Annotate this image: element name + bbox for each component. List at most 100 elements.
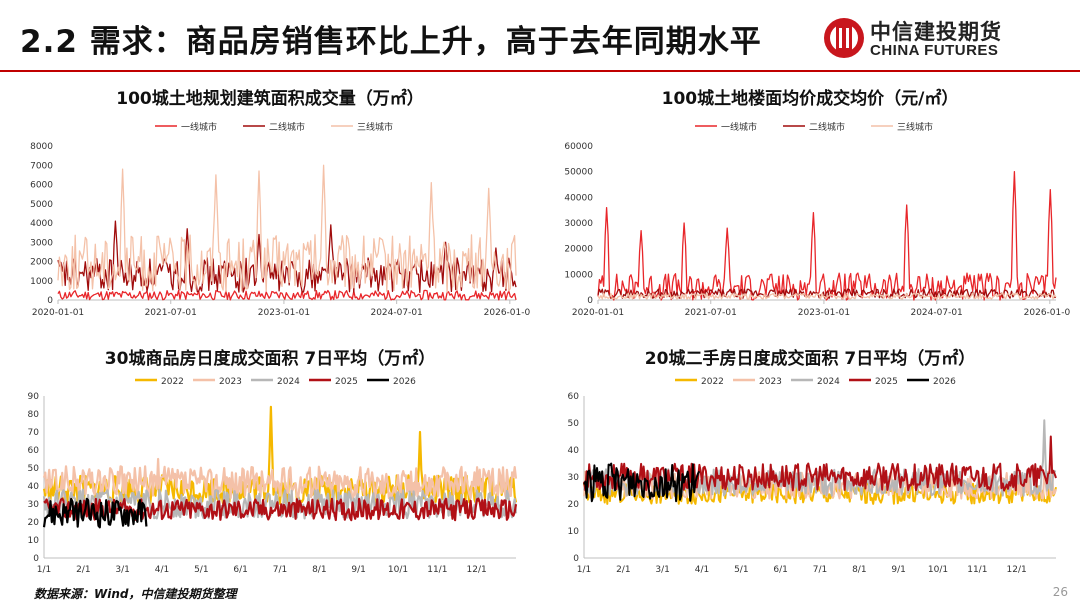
series-line-三线城市 (597, 292, 1057, 300)
x-tick-label: 3/1 (115, 565, 129, 575)
plot-area (597, 171, 1057, 301)
y-tick-label: 4000 (30, 219, 53, 229)
x-tick-label: 4/1 (695, 565, 709, 575)
series-line-一线城市 (597, 171, 1057, 301)
y-tick-label: 40 (568, 446, 580, 456)
series-line-二线城市 (597, 288, 1057, 299)
plot-area (583, 419, 1057, 505)
data-source-note: 数据来源：Wind，中信建投期货整理 (34, 587, 237, 601)
x-tick-label: 1/1 (577, 565, 591, 575)
logo-text-en: CHINA FUTURES (870, 42, 999, 59)
x-tick-label: 5/1 (734, 565, 748, 575)
x-tick-label: 2020-01-01 (572, 308, 624, 318)
series-line-2023 (42, 457, 518, 500)
series-line-2026 (42, 497, 148, 529)
x-tick-label: 6/1 (233, 565, 247, 575)
x-tick-label: 2024-07-01 (910, 308, 962, 318)
x-tick-label: 2026-01-01 (484, 308, 530, 318)
x-tick-label: 8/1 (312, 565, 326, 575)
x-tick-label: 2023-01-01 (798, 308, 850, 318)
x-tick-label: 2/1 (616, 565, 630, 575)
x-tick-label: 10/1 (388, 565, 408, 575)
y-tick-label: 20000 (564, 245, 593, 255)
y-tick-label: 50000 (564, 168, 593, 178)
y-tick-label: 30000 (564, 219, 593, 229)
y-tick-label: 10 (28, 536, 40, 546)
x-tick-label: 5/1 (194, 565, 208, 575)
legend-label-2024: 2024 (277, 377, 300, 387)
plot-area (42, 405, 518, 529)
legend: 一线城市 二线城市 三线城市 (695, 121, 933, 133)
legend-label-2023: 2023 (759, 377, 782, 387)
x-tick-label: 9/1 (351, 565, 365, 575)
chart1-title: 100城土地规划建筑面积成交量（万㎡） (116, 89, 424, 109)
x-tick-label: 2026-01-01 (1024, 308, 1070, 318)
y-tick-label: 30 (28, 500, 40, 510)
plot-area (57, 164, 517, 301)
header-divider (0, 70, 1080, 72)
x-tick-label: 1/1 (37, 565, 51, 575)
chart4-title: 20城二手房日度成交面积 7日平均（万㎡） (644, 349, 976, 369)
legend-label-三线城市: 三线城市 (357, 121, 393, 133)
y-tick-label: 50 (568, 419, 580, 429)
y-tick-label: 30 (568, 473, 580, 483)
y-tick-label: 0 (587, 296, 593, 306)
x-tick-label: 9/1 (891, 565, 905, 575)
y-tick-label: 7000 (30, 161, 53, 171)
chart2-title: 100城土地楼面均价成交均价（元/㎡） (661, 89, 959, 109)
series-line-一线城市 (57, 289, 517, 301)
y-tick-label: 5000 (30, 200, 53, 210)
legend-label-一线城市: 一线城市 (721, 121, 757, 133)
y-tick-label: 80 (28, 410, 40, 420)
legend-label-三线城市: 三线城市 (897, 121, 933, 133)
y-tick-label: 1000 (30, 277, 53, 287)
legend-label-2024: 2024 (817, 377, 840, 387)
page-number: 26 (1052, 585, 1068, 599)
y-tick-label: 40000 (564, 193, 593, 203)
x-tick-label: 7/1 (813, 565, 827, 575)
company-logo: 中信建投期货 CHINA FUTURES (822, 12, 1072, 66)
page-title: 2.2 需求：商品房销售环比上升，高于去年同期水平 (20, 24, 762, 60)
chart3-new-home-sales: 2022 2023 2024 2025 2026 0 10 20 30 40 50 60 70 80 90 1… (28, 377, 518, 575)
x-tick-label: 2020-01-01 (32, 308, 84, 318)
legend: 2022 2023 2024 2025 2026 (135, 377, 416, 387)
legend: 2022 2023 2024 2025 2026 (675, 377, 956, 387)
y-tick-label: 50 (28, 464, 40, 474)
y-tick-label: 90 (28, 392, 40, 402)
x-tick-label: 12/1 (467, 565, 487, 575)
series-line-2025 (583, 435, 1057, 492)
x-tick-label: 12/1 (1007, 565, 1027, 575)
x-tick-label: 11/1 (967, 565, 987, 575)
y-tick-label: 0 (47, 296, 53, 306)
legend-label-2023: 2023 (219, 377, 242, 387)
legend-label-2026: 2026 (393, 377, 416, 387)
y-tick-label: 20 (568, 500, 580, 510)
legend-label-2025: 2025 (875, 377, 898, 387)
y-tick-label: 0 (573, 554, 579, 564)
legend: 一线城市 二线城市 三线城市 (155, 121, 393, 133)
chart3-title: 30城商品房日度成交面积 7日平均（万㎡） (104, 349, 436, 369)
y-tick-label: 8000 (30, 142, 53, 152)
y-tick-label: 3000 (30, 238, 53, 248)
series-line-二线城市 (57, 220, 517, 293)
legend-label-2025: 2025 (335, 377, 358, 387)
legend-label-二线城市: 二线城市 (269, 121, 305, 133)
x-tick-label: 3/1 (655, 565, 669, 575)
series-line-2025 (43, 497, 518, 522)
x-tick-label: 11/1 (427, 565, 447, 575)
x-tick-label: 4/1 (155, 565, 169, 575)
x-tick-label: 2024-07-01 (370, 308, 422, 318)
y-tick-label: 0 (33, 554, 39, 564)
y-tick-label: 2000 (30, 258, 53, 268)
logo-text-cn: 中信建投期货 (870, 20, 1002, 44)
y-tick-label: 60 (28, 446, 40, 456)
series-line-三线城市 (57, 164, 517, 293)
citic-logo-icon (824, 18, 864, 58)
chart4-secondhand-sales: 2022 2023 2024 2025 2026 0 10 20 30 40 50 60 1/1 2/1 3… (568, 377, 1057, 575)
chart2-land-price: 一线城市 二线城市 三线城市 0 10000 20000 30000 40000 50000 60… (564, 121, 1070, 318)
y-tick-label: 40 (28, 482, 40, 492)
legend-label-二线城市: 二线城市 (809, 121, 845, 133)
x-tick-label: 2021-07-01 (145, 308, 197, 318)
x-tick-label: 7/1 (273, 565, 287, 575)
legend-label-2026: 2026 (933, 377, 956, 387)
